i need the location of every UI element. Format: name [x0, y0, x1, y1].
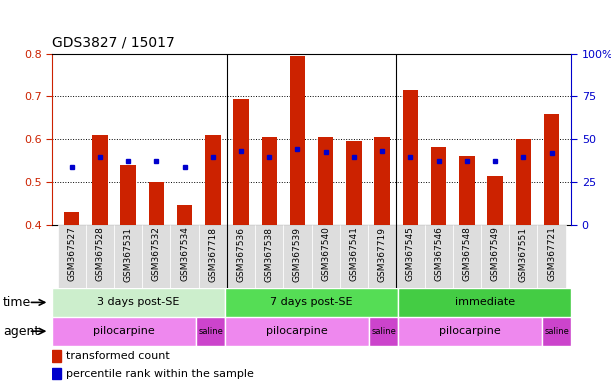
- Text: GSM367545: GSM367545: [406, 227, 415, 281]
- Bar: [398, 317, 543, 346]
- Bar: [544, 114, 559, 225]
- Bar: [120, 165, 136, 225]
- Text: transformed count: transformed count: [66, 351, 170, 361]
- Bar: [340, 225, 368, 288]
- Bar: [86, 225, 114, 288]
- Bar: [170, 225, 199, 288]
- Text: immediate: immediate: [455, 297, 515, 308]
- Bar: [177, 205, 192, 225]
- Bar: [196, 317, 225, 346]
- Text: GSM367546: GSM367546: [434, 227, 443, 281]
- Bar: [114, 225, 142, 288]
- Bar: [52, 288, 225, 317]
- Bar: [312, 225, 340, 288]
- Bar: [233, 99, 249, 225]
- Bar: [481, 225, 509, 288]
- Bar: [57, 225, 86, 288]
- Text: pilocarpine: pilocarpine: [266, 326, 328, 336]
- Text: pilocarpine: pilocarpine: [439, 326, 501, 336]
- Text: GSM367532: GSM367532: [152, 227, 161, 281]
- Bar: [431, 147, 447, 225]
- Bar: [52, 368, 61, 379]
- Bar: [425, 225, 453, 288]
- Bar: [488, 175, 503, 225]
- Text: GSM367540: GSM367540: [321, 227, 330, 281]
- Text: GSM367721: GSM367721: [547, 227, 556, 281]
- Text: GSM367551: GSM367551: [519, 227, 528, 281]
- Text: saline: saline: [544, 327, 569, 336]
- Text: GSM367549: GSM367549: [491, 227, 500, 281]
- Bar: [52, 317, 196, 346]
- Bar: [398, 288, 571, 317]
- Bar: [148, 182, 164, 225]
- Text: saline: saline: [371, 327, 396, 336]
- Bar: [538, 225, 566, 288]
- Bar: [64, 212, 79, 225]
- Text: GSM367541: GSM367541: [349, 227, 359, 281]
- Bar: [227, 225, 255, 288]
- Text: GSM367531: GSM367531: [123, 227, 133, 281]
- Text: GSM367719: GSM367719: [378, 227, 387, 281]
- Text: GSM367718: GSM367718: [208, 227, 218, 281]
- Bar: [453, 225, 481, 288]
- Bar: [403, 90, 418, 225]
- Text: GSM367528: GSM367528: [95, 227, 104, 281]
- Text: 7 days post-SE: 7 days post-SE: [270, 297, 353, 308]
- Bar: [318, 137, 334, 225]
- Bar: [369, 317, 398, 346]
- Text: time: time: [3, 296, 31, 309]
- Bar: [290, 56, 306, 225]
- Text: pilocarpine: pilocarpine: [93, 326, 155, 336]
- Text: GSM367534: GSM367534: [180, 227, 189, 281]
- Text: saline: saline: [198, 327, 223, 336]
- Text: GSM367548: GSM367548: [463, 227, 471, 281]
- Bar: [543, 317, 571, 346]
- Bar: [225, 317, 369, 346]
- Bar: [255, 225, 284, 288]
- Bar: [262, 137, 277, 225]
- Text: GDS3827 / 15017: GDS3827 / 15017: [52, 36, 175, 50]
- Bar: [459, 156, 475, 225]
- Bar: [142, 225, 170, 288]
- Text: percentile rank within the sample: percentile rank within the sample: [66, 369, 254, 379]
- Bar: [509, 225, 538, 288]
- Text: GSM367539: GSM367539: [293, 227, 302, 281]
- Bar: [516, 139, 531, 225]
- Bar: [52, 350, 61, 362]
- Text: GSM367527: GSM367527: [67, 227, 76, 281]
- Bar: [92, 135, 108, 225]
- Text: 3 days post-SE: 3 days post-SE: [97, 297, 180, 308]
- Bar: [375, 137, 390, 225]
- Bar: [199, 225, 227, 288]
- Text: agent: agent: [3, 325, 39, 338]
- Bar: [346, 141, 362, 225]
- Bar: [397, 225, 425, 288]
- Text: GSM367538: GSM367538: [265, 227, 274, 281]
- Bar: [225, 288, 398, 317]
- Bar: [368, 225, 397, 288]
- Text: GSM367536: GSM367536: [236, 227, 246, 281]
- Bar: [205, 135, 221, 225]
- Bar: [284, 225, 312, 288]
